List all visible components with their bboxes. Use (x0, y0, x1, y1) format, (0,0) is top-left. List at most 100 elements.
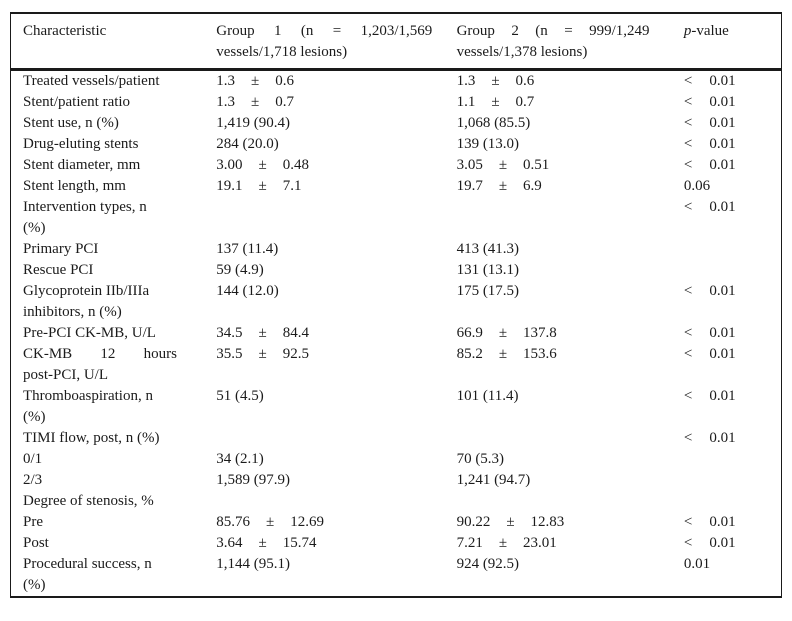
characteristic-cell: Treated vessels/patient (11, 70, 216, 93)
p-value: 0.01 (709, 514, 736, 530)
group1-cell (216, 428, 456, 449)
p-value: 0.01 (709, 94, 736, 110)
sd-value: 0.6 (275, 73, 294, 89)
table-row: Intervention types, n (%) <0.01 (11, 197, 781, 239)
column-header-group2: Group 2 (n = 999/1,249 vessels/1,378 les… (456, 14, 684, 71)
plus-minus-symbol: ± (258, 157, 267, 173)
table-row: Degree of stenosis, % (11, 491, 781, 512)
group1-header-line1: Group 1 (n = 1,203/1,569 (216, 23, 433, 39)
group1-cell: 284 (20.0) (216, 136, 279, 152)
characteristic-cell: Procedural success, n (%) (11, 554, 216, 596)
group2-cell: 90.22 ±12.83 (457, 512, 684, 533)
characteristic-line: Pre-PCI CK-MB, U/L (23, 325, 156, 341)
group1-cell: 35.5 ±92.5 (216, 344, 456, 386)
p-value-cell: <0.01 (684, 344, 781, 386)
characteristic-line: Procedural success, n (23, 556, 152, 572)
column-header-pvalue: p-value (683, 14, 781, 71)
group2-cell: 85.2 ±153.6 (457, 344, 684, 386)
table-row: Stent/patient ratio 1.3 ±0.7 1.1 ±0.7 <0.01 (11, 92, 781, 113)
table-row: 2/3 1,589 (97.9) 1,241 (94.7) (11, 470, 781, 491)
group2-cell: 1,241 (94.7) (456, 472, 531, 488)
characteristic-line: Degree of stenosis, % (23, 493, 154, 509)
group2-cell: 101 (11.4) (456, 388, 519, 404)
group1-cell: 34.5 ±84.4 (216, 323, 456, 344)
column-header-characteristic: Characteristic (11, 14, 217, 71)
plus-minus-symbol: ± (498, 325, 508, 341)
plus-minus-symbol: ± (506, 514, 515, 530)
group1-cell: 59 (4.9) (216, 262, 264, 278)
table-row: Pre 85.76 ±12.69 90.22 ±12.83 <0.01 (11, 512, 781, 533)
characteristic-line: Stent/patient ratio (23, 94, 131, 110)
group2-header-line1: Group 2 (n = 999/1,249 (456, 23, 650, 39)
group1-cell: 51 (4.5) (216, 388, 264, 404)
characteristic-line: Thromboaspiration, n (23, 388, 153, 404)
mean-value: 66.9 (456, 325, 483, 341)
p-value: 0.01 (709, 199, 736, 215)
p-value-cell: <0.01 (684, 134, 781, 155)
p-value-cell: <0.01 (684, 533, 781, 554)
table-row: Thromboaspiration, n (%) 51 (4.5) 101 (11.4… (11, 386, 781, 428)
mean-value: 3.64 (216, 535, 243, 551)
table-row: TIMI flow, post, n (%) <0.01 (11, 428, 781, 449)
characteristic-cell: Stent use, n (%) (11, 113, 216, 134)
group2-cell: 70 (5.3) (456, 451, 505, 467)
plus-minus-symbol: ± (491, 94, 500, 110)
p-value-cell (684, 239, 781, 260)
mean-value: 19.7 (456, 178, 483, 194)
p-value-cell (684, 449, 781, 470)
less-than-symbol: < (683, 136, 693, 152)
plus-minus-symbol: ± (498, 346, 508, 362)
data-table: Characteristic Group 1 (n = 1,203/1,569 … (11, 14, 781, 596)
p-value: 0.01 (709, 283, 736, 299)
characteristic-line: Stent length, mm (23, 178, 126, 194)
p-value-cell: <0.01 (684, 323, 781, 344)
pvalue-header-rest: -value (691, 23, 729, 39)
group2-header-line2: vessels/1,378 lesions) (456, 44, 588, 60)
group1-header-line2: vessels/1,718 lesions) (216, 44, 348, 60)
table-row: Glycoprotein IIb/IIIa inhibitors, n (%) 14… (11, 281, 781, 323)
p-value: 0.01 (709, 388, 736, 404)
mean-value: 34.5 (216, 325, 243, 341)
table-row: 0/1 34 (2.1) 70 (5.3) (11, 449, 781, 470)
p-value-cell: <0.01 (684, 197, 781, 239)
characteristic-line: CK-MB 12 hours (23, 346, 177, 362)
characteristic-line: Glycoprotein IIb/IIIa (23, 283, 150, 299)
less-than-symbol: < (683, 157, 693, 173)
group1-cell: 1,419 (90.4) (216, 115, 291, 131)
p-value: 0.01 (683, 556, 711, 572)
pvalue-header-italic-p: p (683, 23, 692, 39)
group2-cell: 413 (41.3) (456, 241, 520, 257)
mean-value: 1.1 (456, 94, 476, 110)
mean-value: 19.1 (216, 178, 243, 194)
p-value: 0.01 (709, 535, 736, 551)
characteristic-cell: Intervention types, n (%) (11, 197, 216, 239)
characteristic-line: Pre (23, 514, 43, 530)
characteristic-line: Drug-eluting stents (23, 136, 139, 152)
p-value: 0.01 (709, 115, 736, 131)
p-value: 0.06 (683, 178, 711, 194)
sd-value: 0.7 (275, 94, 294, 110)
characteristic-cell: Stent length, mm (11, 176, 216, 197)
sd-value: 23.01 (523, 535, 557, 551)
mean-value: 35.5 (216, 346, 243, 362)
table-body: Treated vessels/patient 1.3 ±0.6 1.3 ±0.6 <0.… (11, 70, 781, 597)
group1-cell: 1,589 (97.9) (216, 472, 291, 488)
less-than-symbol: < (683, 94, 693, 110)
p-value: 0.01 (709, 430, 736, 446)
mean-value: 3.00 (216, 157, 243, 173)
header-row: Characteristic Group 1 (n = 1,203/1,569 … (11, 14, 781, 71)
sd-value: 6.9 (523, 178, 542, 194)
less-than-symbol: < (683, 514, 693, 530)
characteristic-cell: Primary PCI (11, 239, 216, 260)
p-value-cell: <0.01 (684, 512, 781, 533)
plus-minus-symbol: ± (251, 94, 260, 110)
less-than-symbol: < (683, 199, 693, 215)
plus-minus-symbol: ± (498, 157, 508, 173)
p-value-cell (684, 491, 781, 512)
table-row: Stent use, n (%) 1,419 (90.4) 1,068 (85.5)… (11, 113, 781, 134)
characteristic-cell: Glycoprotein IIb/IIIa inhibitors, n (%) (11, 281, 216, 323)
less-than-symbol: < (683, 346, 693, 362)
characteristic-cell: Pre-PCI CK-MB, U/L (11, 323, 216, 344)
p-value-cell: <0.01 (684, 70, 781, 93)
less-than-symbol: < (683, 430, 693, 446)
